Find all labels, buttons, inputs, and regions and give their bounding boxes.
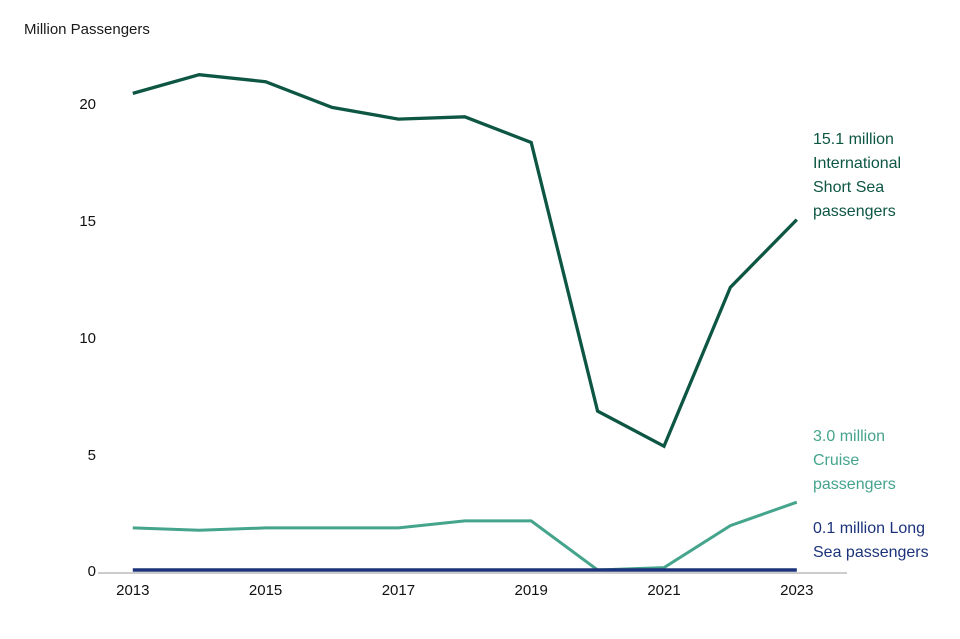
annotation-long-sea: 0.1 million Long Sea passengers — [813, 517, 929, 565]
annotation-line: 15.1 million — [813, 131, 894, 148]
annotation-international-short-sea: 15.1 million International Short Sea pas… — [813, 128, 901, 224]
x-tick-label: 2019 — [514, 582, 548, 599]
annotation-line: Short Sea — [813, 179, 885, 196]
y-tick-label: 0 — [87, 563, 96, 581]
y-tick-label: 20 — [79, 96, 96, 114]
annotation-line: 3.0 million — [813, 428, 886, 445]
x-tick-label: 2021 — [647, 582, 681, 599]
x-tick-label: 2017 — [381, 582, 416, 599]
annotation-line: passengers — [813, 476, 896, 493]
y-axis-unit-label: Million Passengers — [24, 21, 150, 38]
annotation-line: International — [813, 155, 902, 172]
y-tick-label: 5 — [87, 446, 96, 464]
x-tick-label: 2013 — [116, 582, 150, 599]
annotation-line: 0.1 million Long — [813, 520, 926, 537]
annotation-line: Sea passengers — [813, 544, 929, 561]
series-line-cruise-passengers — [132, 500, 798, 572]
x-tick-label: 2015 — [248, 582, 283, 599]
y-tick-label: 15 — [79, 212, 96, 230]
series-line-international-short-sea-passengers — [132, 73, 798, 449]
y-tick-label: 10 — [79, 329, 96, 347]
annotation-cruise: 3.0 million Cruise passengers — [813, 425, 896, 497]
annotation-line: Cruise — [813, 452, 860, 469]
annotation-line: passengers — [813, 203, 896, 220]
x-tick-label: 2023 — [780, 582, 814, 599]
